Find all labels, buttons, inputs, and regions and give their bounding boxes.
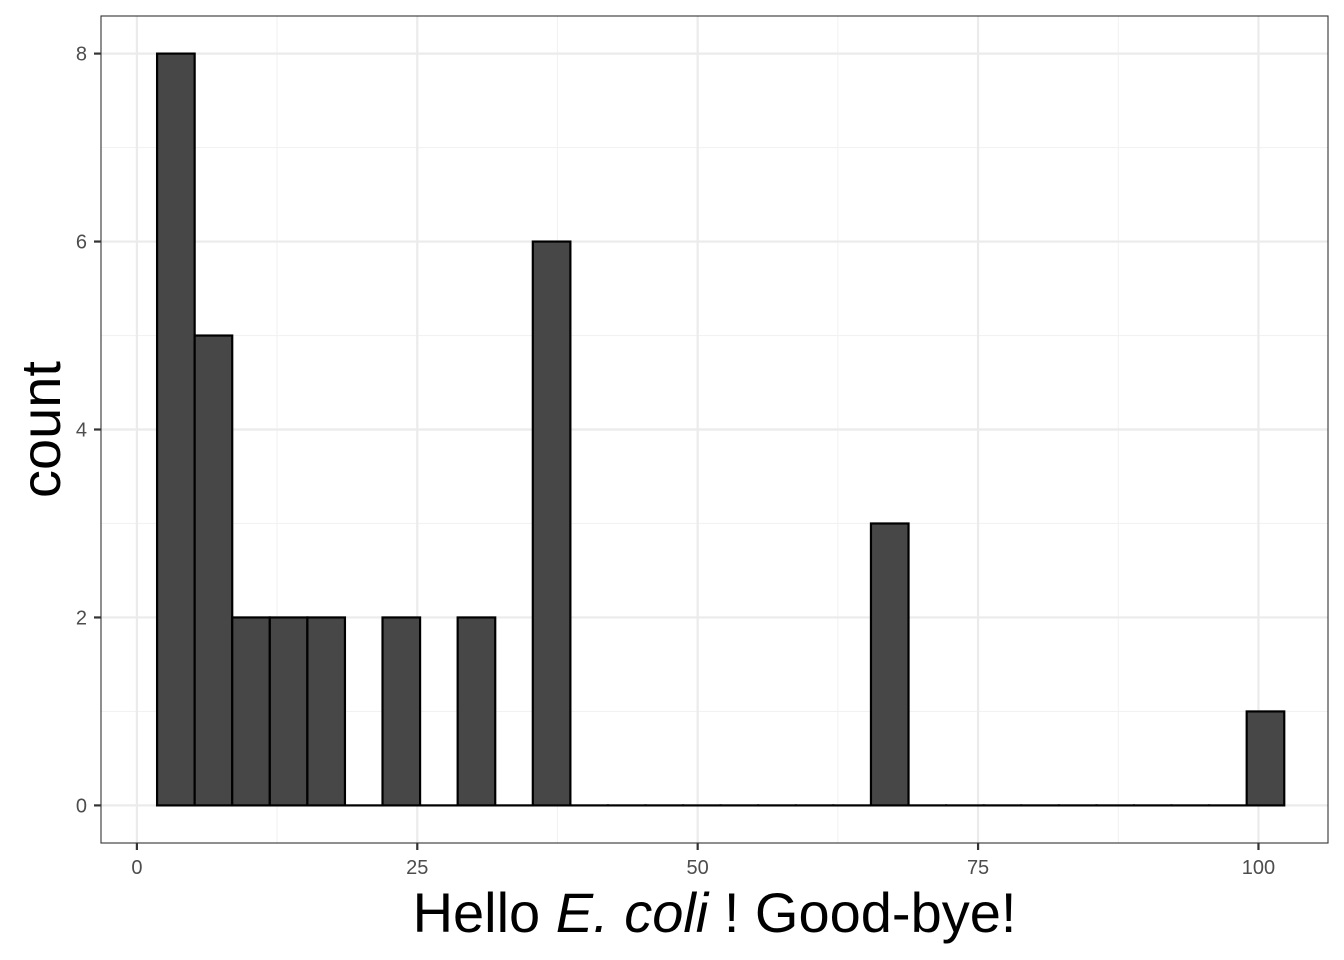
y-tick-label: 4	[76, 420, 87, 442]
y-tick-label: 8	[76, 44, 87, 66]
histogram-bar	[231, 616, 271, 807]
histogram-bar	[531, 240, 572, 807]
x-axis-title: Hello E. coli ! Good-bye!	[413, 881, 1017, 944]
x-tick-label: 100	[1242, 857, 1275, 879]
histogram-bar	[193, 334, 234, 807]
histogram-bar	[268, 616, 309, 807]
x-axis-title-part-1: Hello	[413, 881, 556, 944]
histogram-bar	[1245, 710, 1286, 807]
y-tick-label: 2	[76, 607, 87, 629]
y-tick-label: 0	[76, 795, 87, 817]
histogram-bars	[155, 52, 1286, 807]
histogram-bar	[456, 616, 497, 807]
histogram-bar	[869, 522, 910, 807]
y-tick-label: 6	[76, 232, 87, 254]
histogram-bar	[306, 616, 347, 807]
x-axis-title-part-3: ! Good-bye!	[724, 881, 1017, 944]
y-axis-title: count	[9, 361, 72, 498]
x-tick-label: 50	[687, 857, 709, 879]
y-axis-ticks: 0 2 4 6 8	[76, 44, 101, 817]
histogram-bar	[155, 52, 196, 807]
histogram-bar	[381, 616, 422, 807]
x-tick-label: 25	[406, 857, 428, 879]
x-axis-title-part-2: E. coli	[556, 881, 710, 944]
x-tick-label: 0	[131, 857, 142, 879]
x-tick-label: 75	[967, 857, 989, 879]
x-axis-ticks: 0 25 50 75 100	[131, 843, 1275, 879]
